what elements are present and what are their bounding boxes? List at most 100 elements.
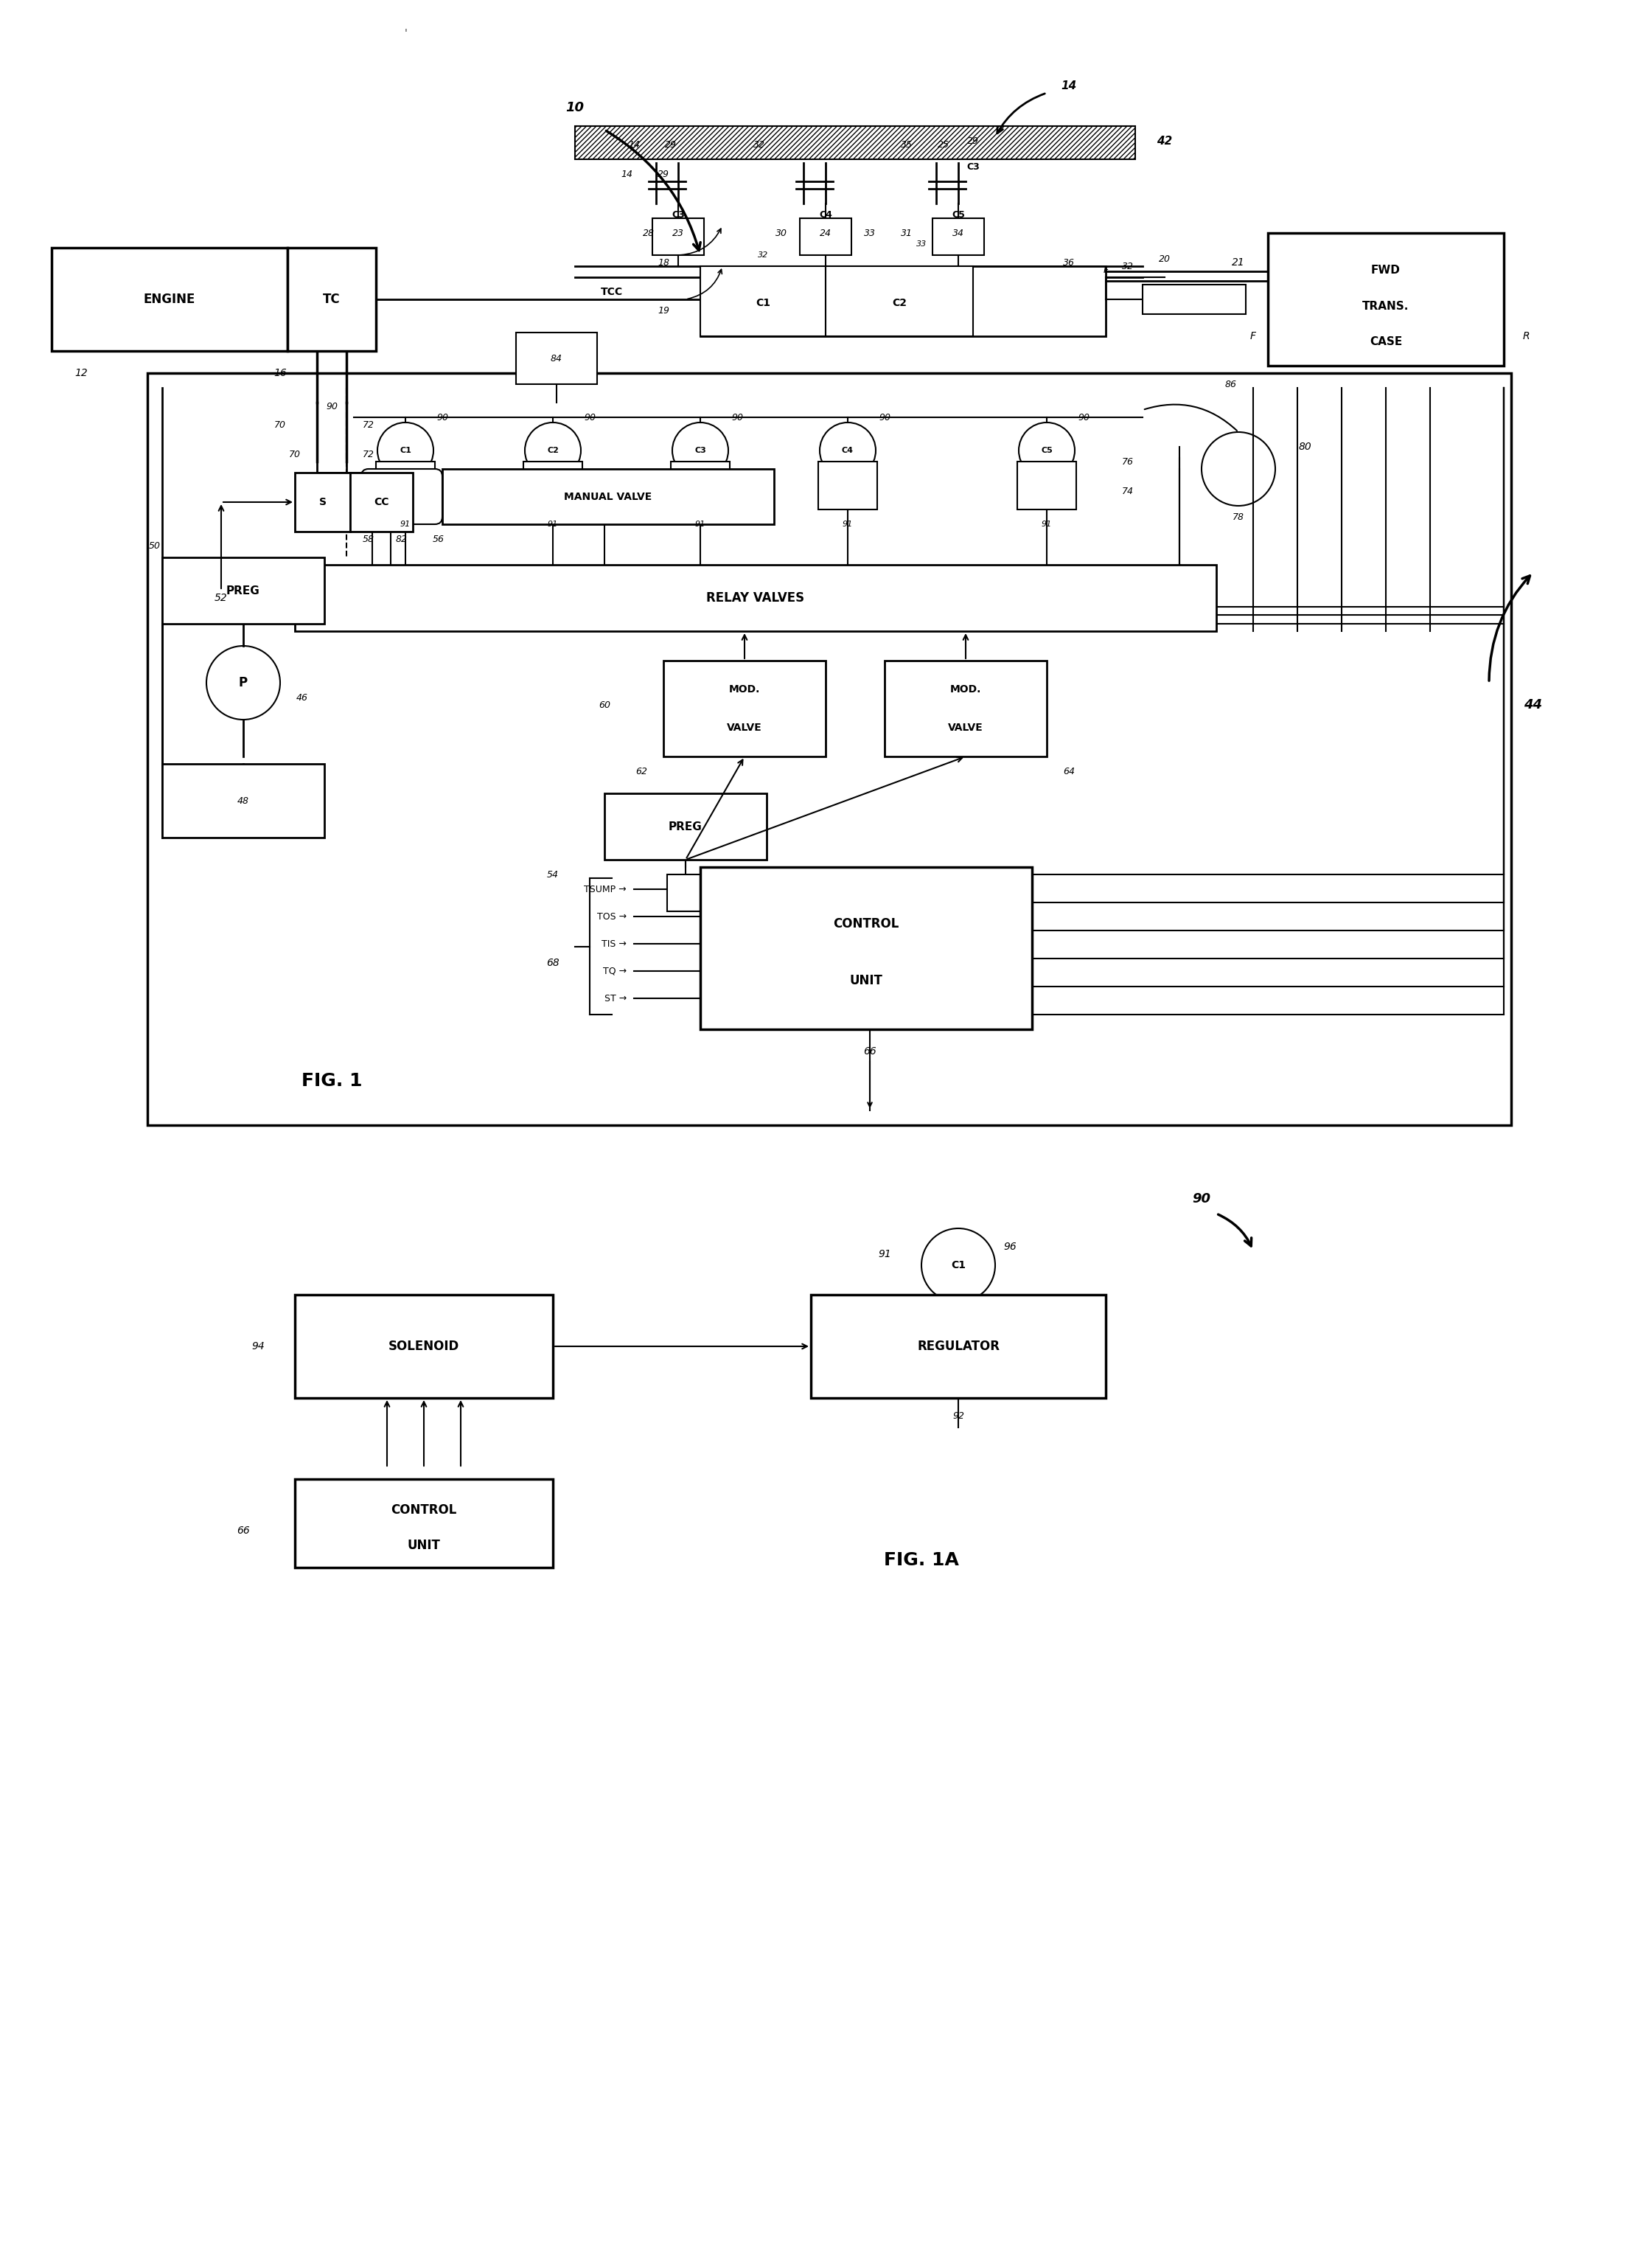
Bar — [670, 463, 729, 510]
Bar — [1017, 463, 1076, 510]
Text: 90: 90 — [878, 413, 891, 422]
Text: C3: C3 — [672, 209, 685, 220]
Text: 91: 91 — [548, 522, 558, 528]
Text: VALVE: VALVE — [948, 723, 983, 733]
Bar — [294, 565, 1216, 631]
Text: 16: 16 — [273, 367, 286, 379]
Text: 58: 58 — [363, 535, 374, 544]
Text: 96: 96 — [1004, 1241, 1017, 1252]
Circle shape — [206, 646, 280, 719]
Text: C4: C4 — [842, 447, 853, 454]
Text: P: P — [239, 676, 249, 689]
Text: 29: 29 — [657, 170, 669, 179]
Text: 44: 44 — [1524, 699, 1542, 712]
Text: 30: 30 — [775, 229, 788, 238]
Text: MOD.: MOD. — [950, 685, 981, 694]
Text: 91: 91 — [695, 522, 706, 528]
Text: C3: C3 — [695, 447, 706, 454]
Text: TSUMP →: TSUMP → — [584, 885, 626, 894]
Bar — [932, 218, 984, 254]
Text: 18: 18 — [657, 259, 669, 268]
Bar — [147, 372, 1511, 1125]
Text: TCC: TCC — [600, 286, 623, 297]
Text: C1: C1 — [399, 447, 412, 454]
Text: S: S — [319, 497, 327, 508]
Text: SOLENOID: SOLENOID — [389, 1340, 459, 1354]
Text: 86: 86 — [1225, 379, 1238, 388]
Text: ˈ: ˈ — [404, 29, 407, 39]
Text: 66: 66 — [863, 1046, 876, 1057]
Text: 90: 90 — [731, 413, 742, 422]
Text: TOS →: TOS → — [597, 912, 626, 921]
Bar — [700, 265, 826, 336]
Text: 82: 82 — [396, 535, 407, 544]
Text: 46: 46 — [296, 692, 307, 703]
Text: 90: 90 — [584, 413, 595, 422]
Text: 62: 62 — [636, 767, 647, 776]
Text: 68: 68 — [546, 957, 559, 968]
Bar — [818, 463, 878, 510]
Bar — [811, 1295, 1105, 1397]
Text: 21: 21 — [1231, 256, 1244, 268]
Text: 54: 54 — [548, 869, 559, 880]
Text: 48: 48 — [237, 796, 249, 805]
Text: C2: C2 — [893, 297, 907, 308]
Circle shape — [819, 422, 876, 479]
Bar — [667, 875, 705, 912]
Circle shape — [922, 1229, 996, 1302]
Text: TRANS.: TRANS. — [1362, 299, 1409, 311]
Bar — [576, 127, 1135, 159]
Bar — [885, 660, 1046, 758]
Text: FIG. 1A: FIG. 1A — [885, 1551, 960, 1569]
Text: 32: 32 — [1122, 261, 1133, 270]
Text: PREG: PREG — [669, 821, 703, 832]
Text: FWD: FWD — [1372, 265, 1401, 277]
Bar — [376, 463, 435, 510]
Text: 91: 91 — [842, 522, 853, 528]
Text: C3: C3 — [966, 161, 979, 172]
Bar — [52, 247, 288, 352]
Text: 64: 64 — [1063, 767, 1074, 776]
Bar — [523, 463, 582, 510]
Text: FIG. 1: FIG. 1 — [301, 1073, 361, 1089]
Text: 92: 92 — [953, 1411, 965, 1422]
Bar — [162, 764, 324, 837]
Text: 29: 29 — [968, 136, 979, 145]
Text: 70: 70 — [289, 449, 301, 458]
Circle shape — [1202, 433, 1275, 506]
Text: 29: 29 — [665, 141, 677, 150]
Text: 90: 90 — [437, 413, 448, 422]
FancyBboxPatch shape — [361, 469, 443, 524]
Bar — [700, 265, 1105, 336]
Text: 90: 90 — [1192, 1193, 1212, 1207]
Bar — [288, 247, 376, 352]
Text: 33: 33 — [916, 240, 927, 247]
Text: 31: 31 — [901, 229, 912, 238]
Text: 24: 24 — [819, 229, 832, 238]
Bar — [664, 660, 826, 758]
Bar — [800, 218, 852, 254]
Text: 74: 74 — [1122, 485, 1133, 497]
Text: 14: 14 — [628, 141, 639, 150]
Text: F: F — [1251, 331, 1256, 342]
Bar — [294, 1295, 553, 1397]
Text: VALVE: VALVE — [728, 723, 762, 733]
Text: 60: 60 — [598, 701, 610, 710]
Bar — [294, 1479, 553, 1567]
Text: 72: 72 — [363, 420, 374, 429]
Text: PREG: PREG — [226, 585, 260, 596]
Text: MANUAL VALVE: MANUAL VALVE — [564, 492, 652, 501]
Bar — [605, 794, 767, 860]
Text: C5: C5 — [952, 209, 965, 220]
Text: 66: 66 — [237, 1526, 250, 1535]
Text: 94: 94 — [252, 1340, 265, 1352]
Text: RELAY VALVES: RELAY VALVES — [706, 592, 804, 606]
Bar — [294, 472, 350, 531]
Text: 35: 35 — [901, 141, 912, 150]
Text: ENGINE: ENGINE — [144, 293, 196, 306]
Text: 32: 32 — [757, 252, 768, 259]
Text: 36: 36 — [1063, 259, 1074, 268]
Text: REGULATOR: REGULATOR — [917, 1340, 999, 1354]
Text: 42: 42 — [1158, 136, 1172, 147]
Text: CONTROL: CONTROL — [391, 1504, 456, 1517]
